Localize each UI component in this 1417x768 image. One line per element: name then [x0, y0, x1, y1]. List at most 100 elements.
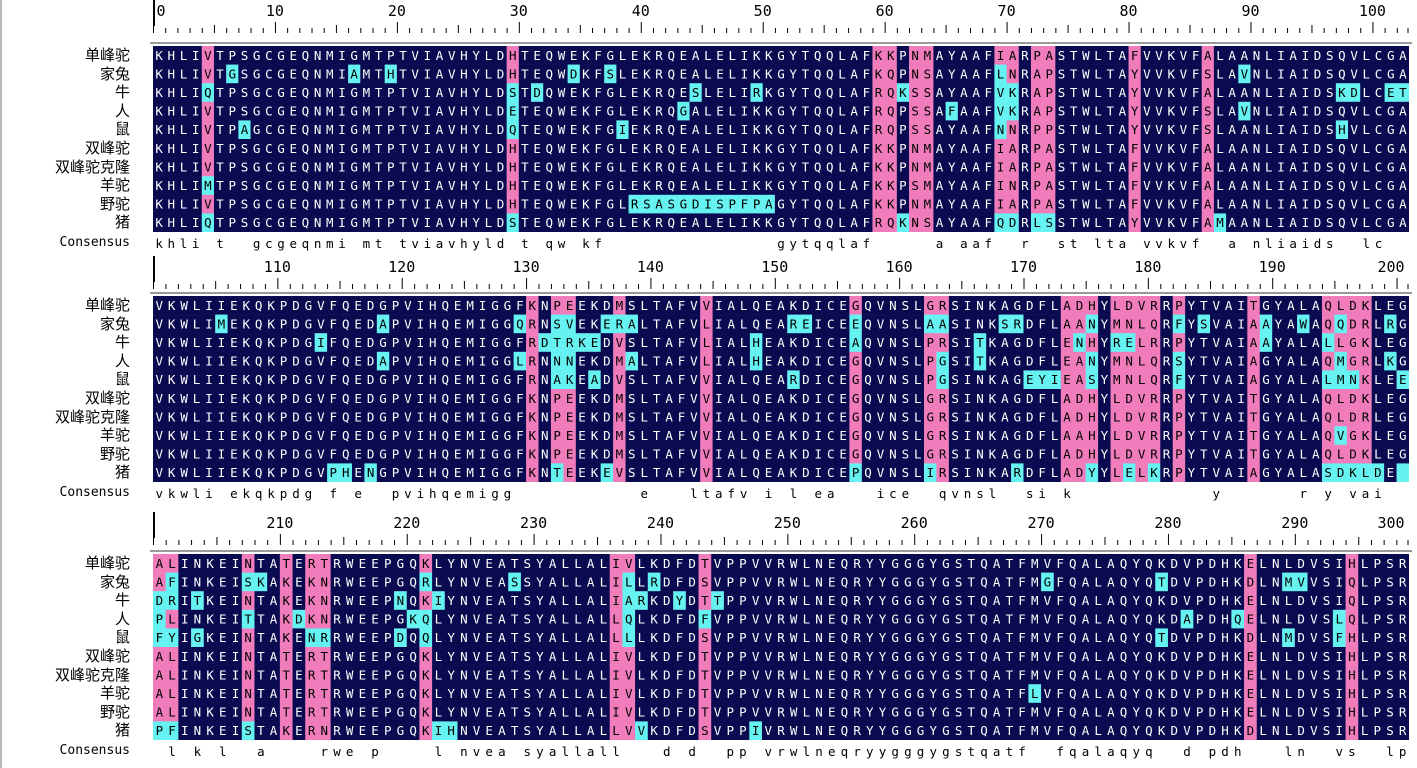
residue-cell: E — [713, 83, 727, 103]
residue-cell: K — [986, 444, 1000, 464]
residue-cell: L — [1371, 407, 1385, 427]
residue-cell: V — [700, 463, 714, 482]
residue-cell: S — [921, 120, 934, 140]
svg-text:E: E — [509, 104, 517, 119]
residue-cell: L — [994, 64, 1007, 84]
residue-cell: T — [396, 83, 410, 103]
residue-cell: I — [1332, 647, 1346, 666]
residue-cell: I — [215, 351, 229, 371]
residue-cell: A — [1247, 333, 1261, 353]
residue-cell: V — [874, 389, 888, 408]
residue-cell: F — [513, 463, 527, 482]
residue-cell: N — [311, 139, 325, 158]
svg-text:D: D — [570, 66, 578, 81]
residue-cell: D — [1073, 389, 1087, 408]
residue-cell: R — [1160, 444, 1174, 464]
residue-cell: D — [1167, 684, 1182, 704]
svg-text:Q: Q — [546, 122, 554, 137]
residue-cell: I — [1332, 721, 1346, 740]
residue-cell: N — [909, 46, 922, 65]
consensus-residue: q — [255, 486, 263, 501]
residue-cell: K — [640, 64, 654, 84]
residue-cell: Q — [823, 213, 837, 232]
residue-cell: A — [848, 213, 861, 232]
residue-cell: I — [1332, 572, 1346, 592]
residue-cell: P — [1172, 463, 1186, 482]
residue-cell: F — [1189, 46, 1203, 65]
residue-cell: N — [191, 554, 205, 573]
residue-cell: I — [215, 389, 229, 408]
svg-text:H: H — [168, 104, 176, 119]
residue-cell: S — [241, 572, 255, 592]
residue-cell: L — [616, 46, 629, 65]
residue-cell: E — [531, 120, 544, 140]
residue-cell: I — [812, 370, 825, 390]
residue-cell: E — [292, 554, 306, 573]
residue-cell: P — [849, 463, 863, 482]
svg-text:T: T — [802, 197, 810, 212]
residue-cell: H — [506, 176, 520, 196]
residue-cell: N — [1085, 351, 1099, 371]
residue-cell: A — [1079, 591, 1093, 611]
ruler-label: 100 — [1358, 2, 1386, 20]
residue-cell: K — [762, 176, 776, 196]
residue-cell: D — [600, 351, 614, 371]
residue-cell: R — [1396, 628, 1409, 648]
residue-cell: L — [1213, 194, 1227, 214]
residue-cell: Y — [926, 665, 940, 685]
residue-cell: K — [165, 407, 179, 427]
residue-cell: N — [1269, 647, 1283, 666]
residue-cell: L — [571, 572, 585, 592]
residue-cell: P — [226, 194, 239, 214]
residue-cell: P — [384, 120, 398, 140]
consensus-residue: v — [1155, 236, 1163, 251]
residue-cell: Q — [1117, 591, 1131, 611]
residue-cell: V — [749, 572, 763, 592]
residue-cell: Q — [884, 83, 898, 103]
residue-cell: V — [874, 314, 888, 334]
residue-cell: W — [1079, 213, 1093, 232]
svg-text:C: C — [265, 104, 273, 119]
residue-cell: C — [1372, 176, 1386, 196]
residue-cell: Y — [863, 609, 877, 629]
residue-cell: W — [1079, 101, 1093, 121]
residue-cell: V — [1140, 64, 1154, 84]
residue-cell: G — [924, 296, 937, 315]
residue-cell: E — [216, 628, 230, 648]
residue-cell: P — [1172, 426, 1186, 446]
residue-cell: D — [1167, 591, 1182, 611]
residue-cell: K — [1231, 591, 1245, 611]
consensus-residue: t — [968, 744, 976, 759]
residue-cell: M — [613, 351, 626, 371]
residue-cell: L — [1360, 64, 1373, 84]
residue-cell: A — [933, 194, 947, 214]
svg-text:H: H — [168, 215, 176, 230]
residue-cell: E — [713, 46, 727, 65]
residue-cell: L — [835, 213, 849, 232]
residue-cell: Q — [861, 426, 875, 446]
residue-cell: Y — [1128, 101, 1142, 121]
ruler-label: 210 — [266, 514, 294, 532]
residue-cell: G — [901, 609, 915, 629]
residue-cell: V — [711, 721, 725, 740]
residue-cell: L — [701, 120, 715, 140]
svg-text:P: P — [228, 215, 236, 230]
residue-cell: T — [1003, 665, 1017, 685]
residue-cell: Q — [977, 572, 991, 592]
residue-cell: S — [899, 370, 912, 390]
svg-text:A: A — [655, 197, 663, 212]
svg-text:H: H — [168, 48, 176, 63]
residue-cell: K — [203, 591, 217, 611]
residue-cell: T — [1247, 389, 1261, 408]
svg-text:H: H — [509, 66, 517, 81]
residue-cell: L — [609, 628, 623, 648]
residue-cell: N — [886, 426, 900, 446]
residue-cell: K — [579, 120, 593, 140]
residue-cell: M — [1028, 554, 1042, 573]
svg-text:L: L — [728, 66, 736, 81]
residue-cell: Y — [165, 628, 179, 648]
residue-cell: L — [597, 628, 611, 648]
residue-cell: G — [1259, 351, 1273, 371]
residue-cell: G — [888, 591, 902, 611]
residue-cell: H — [1218, 721, 1232, 740]
